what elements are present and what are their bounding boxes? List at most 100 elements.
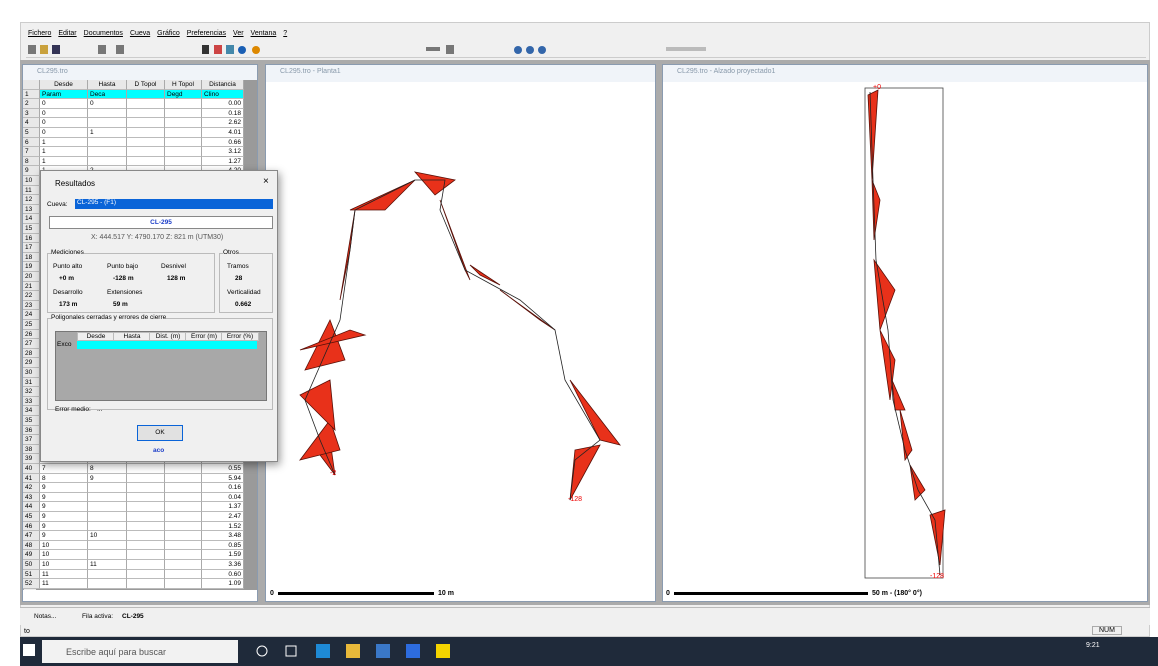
grid-cell xyxy=(88,512,127,522)
cave-shape xyxy=(871,179,881,241)
icon[interactable] xyxy=(446,45,454,54)
scale-zero: 0 xyxy=(270,590,274,597)
grid-cell: 3.36 xyxy=(202,560,244,570)
icon[interactable] xyxy=(666,47,706,51)
grid-cell xyxy=(165,137,202,148)
grid-cell: 1.59 xyxy=(202,550,244,560)
row-number: 36 xyxy=(23,425,40,436)
grid-cell: 9 xyxy=(40,531,88,541)
grid-cell: 1.09 xyxy=(202,579,244,589)
row-number: 32 xyxy=(23,387,40,397)
cave-shape xyxy=(413,171,456,196)
menu-item[interactable]: ? xyxy=(283,30,288,37)
icon[interactable] xyxy=(226,45,234,54)
icon[interactable] xyxy=(526,46,534,54)
row-number: 37 xyxy=(23,435,40,445)
icon[interactable] xyxy=(285,645,297,657)
grid-cell: Degd xyxy=(165,89,202,100)
icon[interactable] xyxy=(316,644,330,658)
grid-cell: 9 xyxy=(40,521,88,532)
menu-item[interactable]: Ver xyxy=(233,30,244,37)
row-number: 27 xyxy=(23,339,40,349)
icon[interactable] xyxy=(252,46,260,54)
grid-cell xyxy=(127,521,165,532)
row-number: 35 xyxy=(23,416,40,426)
row-number: 44 xyxy=(23,502,40,512)
row-number: 48 xyxy=(23,540,40,551)
icon[interactable] xyxy=(514,46,522,54)
menu-item[interactable]: Cueva xyxy=(129,30,151,37)
menu-item[interactable]: Documentos xyxy=(83,30,123,37)
loops-header: Error (%) xyxy=(221,332,259,341)
station-label: -2 xyxy=(330,470,337,477)
taskbar-icons xyxy=(256,644,450,658)
grid-cell xyxy=(127,540,165,551)
icon[interactable] xyxy=(116,45,124,54)
grid-cell: 1 xyxy=(40,137,88,148)
menu-item[interactable]: Fichero xyxy=(28,30,52,37)
grid-cell: 1.37 xyxy=(202,502,244,512)
grid-cell xyxy=(127,579,165,589)
icon[interactable] xyxy=(40,45,48,54)
icon[interactable] xyxy=(214,45,222,54)
grid-cell xyxy=(88,569,127,580)
grid-cell xyxy=(165,492,202,503)
other-value: 28 xyxy=(235,275,243,282)
icon[interactable] xyxy=(98,45,106,54)
search-box[interactable]: Escribe aquí para buscar xyxy=(42,640,238,663)
grid-cell xyxy=(165,540,202,551)
menu-item[interactable]: Preferencias xyxy=(186,30,227,37)
label: Cueva: xyxy=(47,201,68,208)
icon[interactable] xyxy=(436,644,450,658)
row-number: 15 xyxy=(23,224,40,234)
cave-shape xyxy=(873,258,896,331)
row-number: 49 xyxy=(23,550,40,560)
measure-value: 128 m xyxy=(167,275,186,282)
dialog-title: Resultados xyxy=(55,179,96,188)
group-title: Mediciones xyxy=(51,249,84,256)
row-number: 20 xyxy=(23,272,40,282)
icon[interactable] xyxy=(238,46,246,54)
station-label: -128 xyxy=(568,496,583,503)
start-button[interactable] xyxy=(23,644,35,656)
icon[interactable] xyxy=(406,644,420,658)
elevation-frame xyxy=(864,87,944,579)
menu-item[interactable]: Gráfico xyxy=(157,30,180,37)
row-number: 45 xyxy=(23,512,40,522)
grid-cell: 2.47 xyxy=(202,512,244,522)
ok-button[interactable]: OK xyxy=(137,425,183,441)
grid-cell: 11 xyxy=(88,560,127,570)
menu-item[interactable]: Ventana xyxy=(250,30,277,37)
icon[interactable] xyxy=(202,45,209,54)
menu-item[interactable]: Editar xyxy=(58,30,77,37)
survey-line xyxy=(869,91,941,576)
grid-cell: 0.16 xyxy=(202,483,244,493)
row-number: 25 xyxy=(23,320,40,330)
row-number: 46 xyxy=(23,521,40,532)
grid-cell: Param xyxy=(40,89,88,100)
icon[interactable] xyxy=(28,45,36,54)
grid-cell: 1 xyxy=(40,147,88,157)
close-button[interactable]: × xyxy=(263,176,269,187)
row-number: 40 xyxy=(23,464,40,474)
grid-cell: 8 xyxy=(40,473,88,484)
scale-zero: 0 xyxy=(666,590,670,597)
icon[interactable] xyxy=(538,46,546,54)
row-number: 7 xyxy=(23,147,40,157)
icon[interactable] xyxy=(52,45,60,54)
grid-cell: 8 xyxy=(88,464,127,474)
icon[interactable] xyxy=(346,644,360,658)
grid-cell: 0 xyxy=(40,108,88,119)
icon[interactable] xyxy=(256,645,268,657)
row-number: 14 xyxy=(23,214,40,224)
icon[interactable] xyxy=(376,644,390,658)
loops-header: Hasta xyxy=(113,332,151,341)
grid-cell: 0.66 xyxy=(202,137,244,148)
notes-button[interactable]: Notas... xyxy=(34,613,57,620)
other-label: Verticalidad xyxy=(227,289,261,296)
cave-shape xyxy=(499,289,556,331)
grid-cell xyxy=(165,579,202,589)
grid-cell xyxy=(127,156,165,167)
cave-select[interactable]: CL-295 - (F1) xyxy=(75,199,273,209)
icon[interactable] xyxy=(426,47,440,51)
